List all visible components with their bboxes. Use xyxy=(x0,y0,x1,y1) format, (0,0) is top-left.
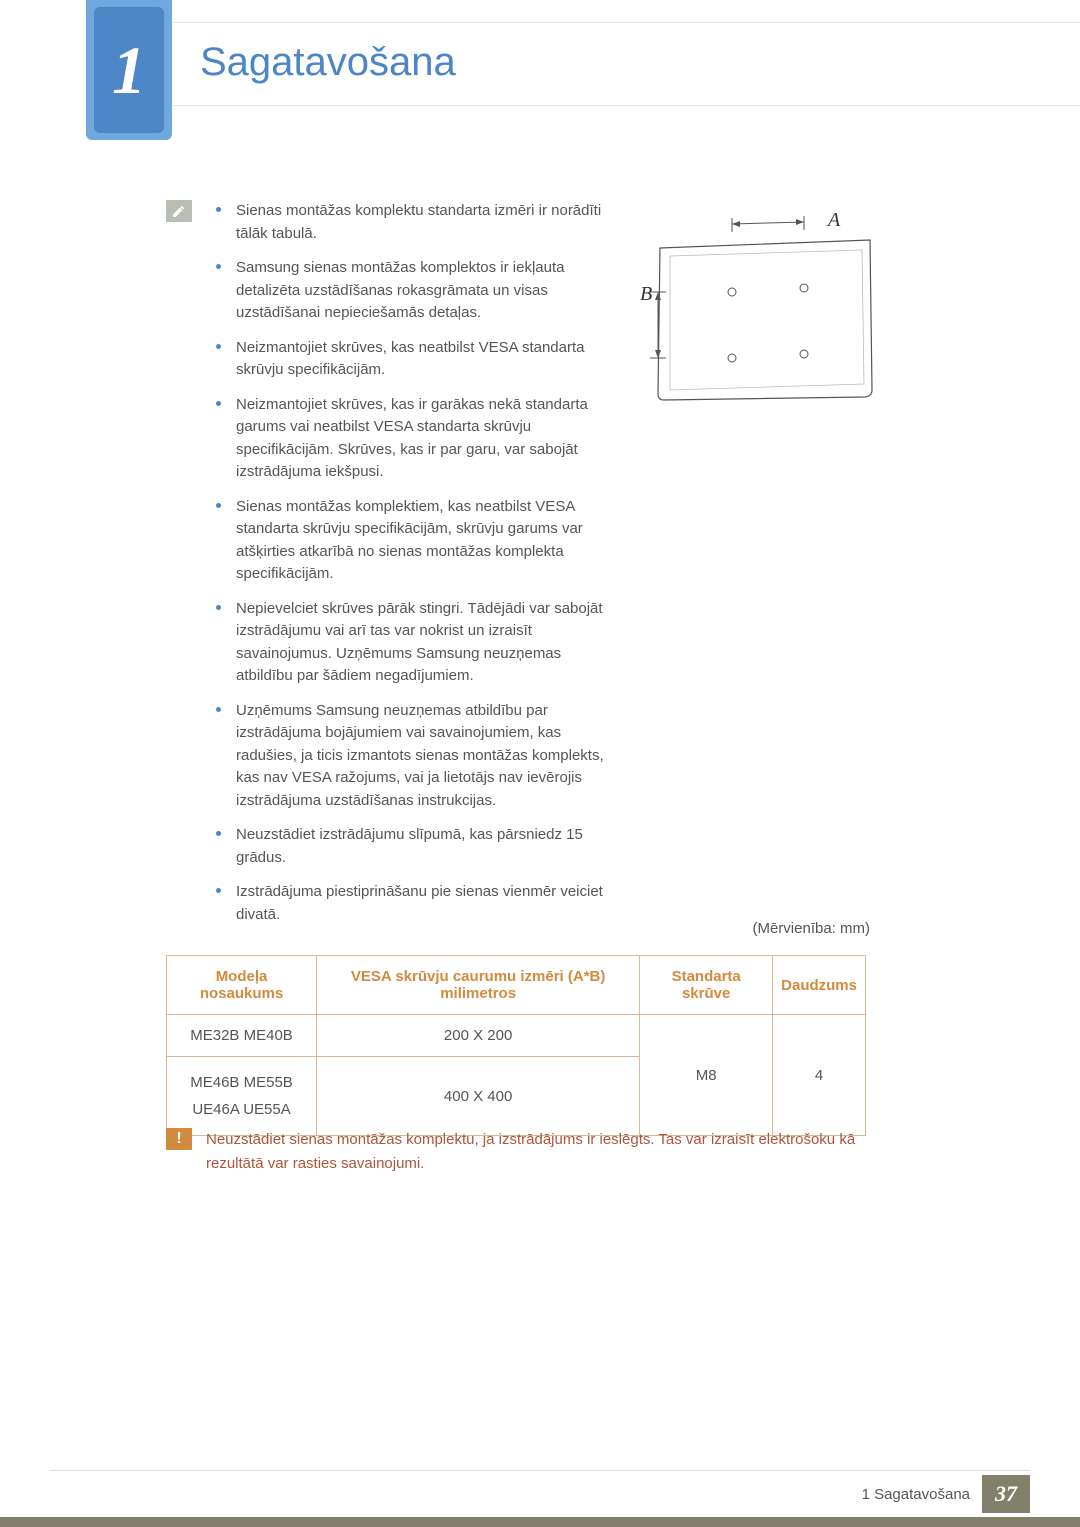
cell-screw: M8 xyxy=(640,1015,773,1136)
list-item-text: Nepievelciet skrūves pārāk stingri. Tādē… xyxy=(236,600,603,685)
col-screw: Standarta skrūve xyxy=(640,956,773,1015)
footer-page-number: 37 xyxy=(982,1475,1030,1513)
table-row: ME32B ME40B 200 X 200 M8 4 xyxy=(167,1015,866,1057)
list-item: Sienas montāžas komplektu standarta izmē… xyxy=(210,200,610,245)
diagram-label-a: A xyxy=(826,209,841,231)
warning-text: Neuzstādiet sienas montāžas komplektu, j… xyxy=(206,1128,866,1176)
list-item-text: Sienas montāžas komplektiem, kas neatbil… xyxy=(236,498,583,583)
list-item: Uzņēmums Samsung neuzņemas atbildību par… xyxy=(210,700,610,813)
mount-diagram: A B xyxy=(640,200,890,410)
list-item: Sienas montāžas komplektiem, kas neatbil… xyxy=(210,496,610,586)
list-item: Izstrādājuma piestiprināšanu pie sienas … xyxy=(210,881,610,926)
list-item-text: Neizmantojiet skrūves, kas ir garākas ne… xyxy=(236,396,588,481)
warning-icon-label: ! xyxy=(176,1130,181,1148)
bullet-list: Sienas montāžas komplektu standarta izmē… xyxy=(210,200,610,938)
unit-note: (Mērvienība: mm) xyxy=(752,920,870,937)
cell-qty: 4 xyxy=(773,1015,866,1136)
col-model: Modeļa nosaukums xyxy=(167,956,317,1015)
footer-rule xyxy=(50,1470,1030,1471)
cell-dims: 400 X 400 xyxy=(317,1057,640,1136)
footer-label: 1 Sagatavošana xyxy=(862,1486,970,1503)
cell-dims: 200 X 200 xyxy=(317,1015,640,1057)
chapter-title: Sagatavošana xyxy=(200,40,456,85)
chapter-number-inner: 1 xyxy=(94,7,164,133)
footer-band xyxy=(0,1517,1080,1527)
cell-model-line: ME46B ME55B xyxy=(190,1074,293,1091)
list-item-text: Uzņēmums Samsung neuzņemas atbildību par… xyxy=(236,702,604,809)
list-item-text: Neizmantojiet skrūves, kas neatbilst VES… xyxy=(236,339,585,379)
spec-table: Modeļa nosaukums VESA skrūvju caurumu iz… xyxy=(166,955,866,1136)
list-item: Nepievelciet skrūves pārāk stingri. Tādē… xyxy=(210,598,610,688)
col-dims: VESA skrūvju caurumu izmēri (A*B) milime… xyxy=(317,956,640,1015)
cell-model: ME46B ME55B UE46A UE55A xyxy=(167,1057,317,1136)
chapter-number: 1 xyxy=(112,31,146,110)
list-item: Neizmantojiet skrūves, kas ir garākas ne… xyxy=(210,394,610,484)
cell-model-line: UE46A UE55A xyxy=(192,1101,290,1118)
page: 1 Sagatavošana Sienas montāžas komplektu… xyxy=(0,0,1080,1527)
cell-model: ME32B ME40B xyxy=(167,1015,317,1057)
table-header-row: Modeļa nosaukums VESA skrūvju caurumu iz… xyxy=(167,956,866,1015)
list-item: Neizmantojiet skrūves, kas neatbilst VES… xyxy=(210,337,610,382)
list-item-text: Samsung sienas montāžas komplektos ir ie… xyxy=(236,259,565,321)
warning-icon: ! xyxy=(166,1128,192,1150)
list-item: Neuzstādiet izstrādājumu slīpumā, kas pā… xyxy=(210,824,610,869)
col-qty: Daudzums xyxy=(773,956,866,1015)
list-item-text: Neuzstādiet izstrādājumu slīpumā, kas pā… xyxy=(236,826,583,866)
page-number: 37 xyxy=(995,1481,1017,1507)
list-item-text: Sienas montāžas komplektu standarta izmē… xyxy=(236,202,601,242)
list-item-text: Izstrādājuma piestiprināšanu pie sienas … xyxy=(236,883,603,923)
diagram-label-b: B xyxy=(640,283,652,305)
list-item: Samsung sienas montāžas komplektos ir ie… xyxy=(210,257,610,325)
chapter-number-block: 1 xyxy=(86,0,172,140)
note-icon xyxy=(166,200,192,222)
